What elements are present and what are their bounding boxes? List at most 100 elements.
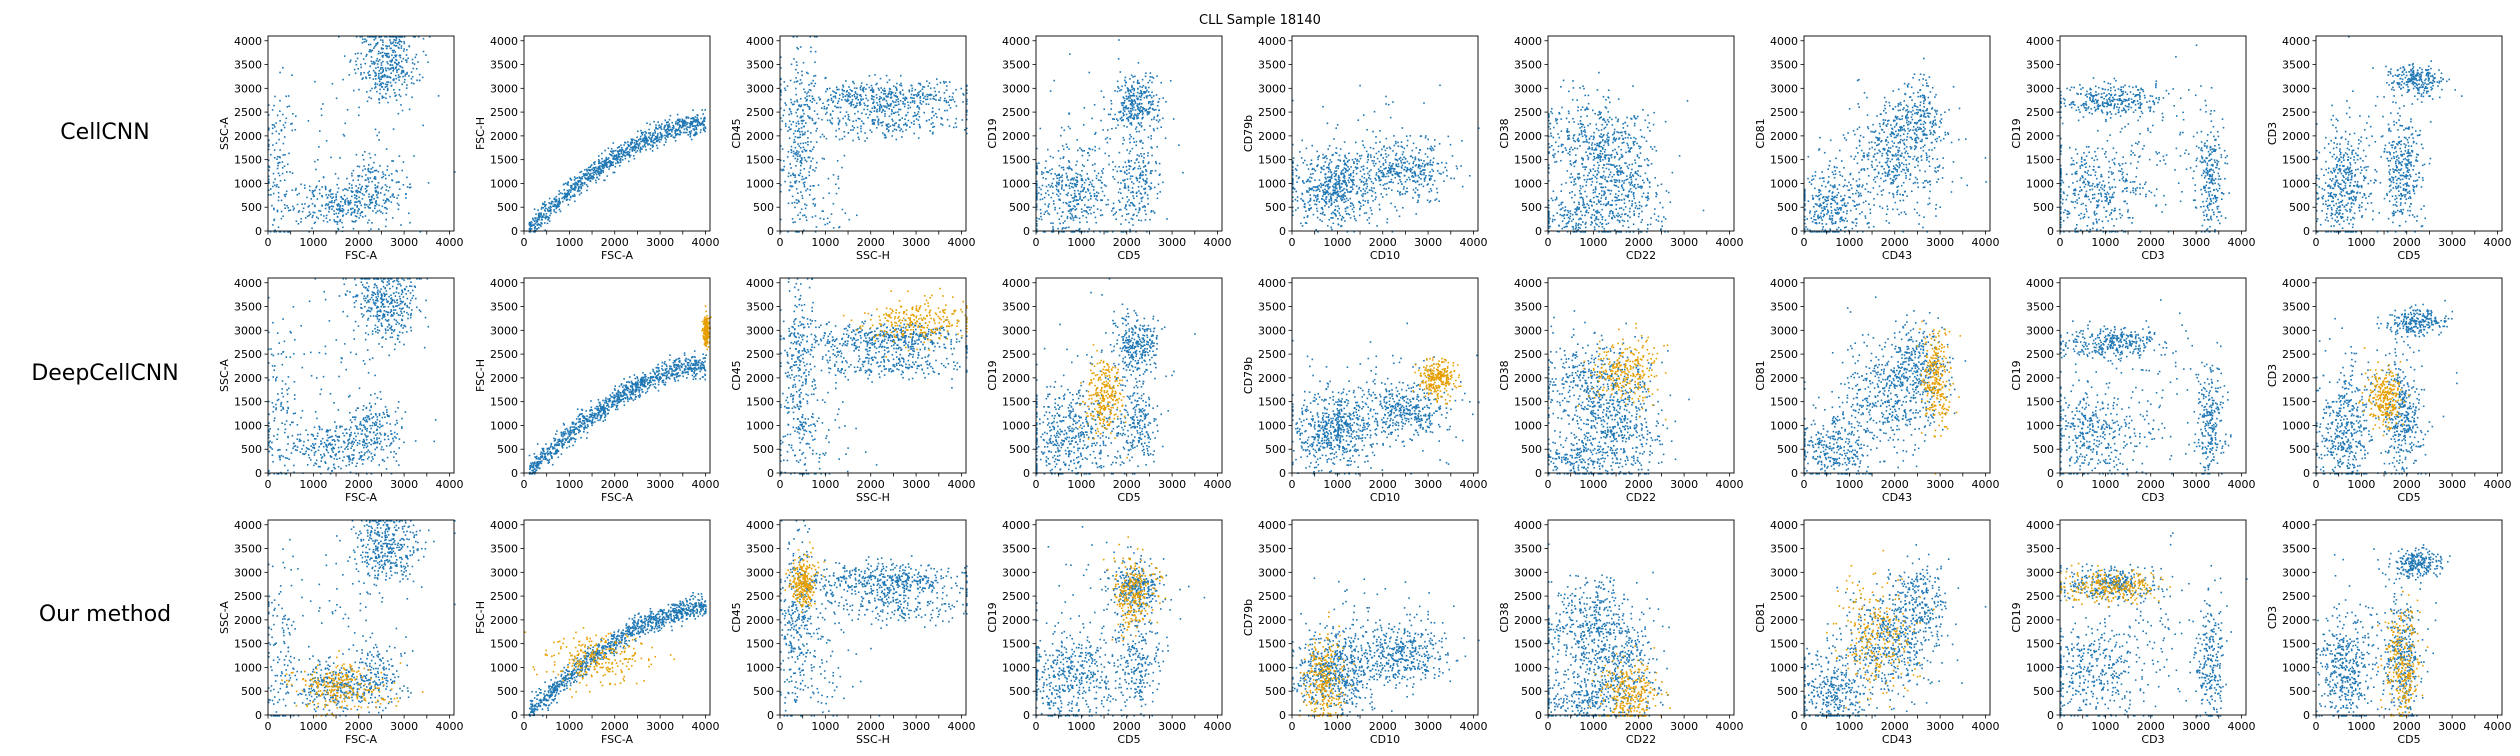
data-point bbox=[1365, 187, 1368, 190]
data-point bbox=[1075, 176, 1078, 178]
data-point bbox=[378, 139, 380, 141]
data-point bbox=[660, 128, 663, 130]
data-point bbox=[1138, 110, 1141, 113]
data-point bbox=[669, 128, 672, 131]
data-point bbox=[619, 149, 621, 151]
data-point bbox=[1345, 182, 1347, 184]
data-point bbox=[341, 221, 343, 224]
data-point bbox=[363, 165, 365, 167]
data-point bbox=[1330, 175, 1333, 178]
data-point bbox=[361, 211, 363, 213]
data-point bbox=[329, 219, 331, 221]
data-point bbox=[890, 103, 892, 105]
data-point bbox=[804, 104, 806, 106]
data-point bbox=[838, 138, 841, 141]
data-point bbox=[1424, 164, 1426, 167]
data-point bbox=[797, 120, 800, 123]
data-point bbox=[415, 53, 418, 56]
data-point bbox=[808, 95, 811, 97]
data-point bbox=[664, 119, 667, 122]
data-point bbox=[1365, 212, 1368, 214]
data-point bbox=[1058, 164, 1061, 167]
data-point bbox=[1132, 203, 1134, 205]
data-point bbox=[780, 90, 782, 92]
data-point bbox=[1040, 188, 1042, 191]
data-point bbox=[1362, 199, 1364, 202]
data-point bbox=[704, 126, 706, 128]
data-point bbox=[789, 181, 792, 184]
data-point bbox=[871, 118, 874, 121]
data-point bbox=[410, 82, 413, 84]
data-point bbox=[1066, 194, 1069, 197]
data-point bbox=[1131, 101, 1133, 104]
data-point bbox=[1328, 164, 1330, 166]
data-point bbox=[1137, 87, 1139, 90]
data-point bbox=[925, 98, 927, 101]
data-point bbox=[354, 197, 356, 199]
data-point bbox=[1058, 198, 1061, 201]
data-point bbox=[1350, 179, 1352, 181]
data-point bbox=[558, 205, 560, 207]
data-point bbox=[378, 131, 380, 134]
data-point bbox=[454, 171, 456, 173]
x-tick-label: 2000 bbox=[345, 236, 373, 249]
data-point bbox=[1128, 160, 1130, 163]
data-point bbox=[276, 114, 279, 117]
data-point bbox=[842, 96, 844, 98]
data-point bbox=[1050, 184, 1053, 187]
data-point bbox=[1431, 164, 1434, 166]
data-point bbox=[427, 61, 429, 63]
data-point bbox=[904, 103, 906, 105]
data-point bbox=[1130, 160, 1133, 162]
data-point bbox=[1308, 204, 1311, 206]
data-point bbox=[1322, 184, 1325, 187]
data-point bbox=[804, 149, 807, 152]
data-point bbox=[590, 177, 592, 180]
data-point bbox=[682, 124, 684, 127]
data-point bbox=[900, 128, 903, 130]
data-point bbox=[1036, 173, 1038, 175]
data-point bbox=[385, 218, 387, 221]
data-point bbox=[1379, 170, 1381, 172]
data-point bbox=[1119, 71, 1122, 73]
data-point bbox=[1320, 186, 1322, 189]
data-point bbox=[1402, 188, 1405, 190]
data-point bbox=[547, 216, 550, 219]
data-point bbox=[545, 215, 547, 217]
data-point bbox=[297, 223, 300, 225]
data-point bbox=[373, 36, 376, 38]
data-point bbox=[1355, 172, 1358, 175]
data-point bbox=[843, 154, 846, 157]
data-point bbox=[781, 169, 783, 172]
data-point bbox=[416, 79, 418, 82]
plot-frame bbox=[1035, 35, 1223, 232]
data-point bbox=[647, 140, 649, 142]
data-point bbox=[395, 77, 398, 80]
data-point bbox=[887, 123, 890, 125]
data-point bbox=[1052, 178, 1055, 180]
data-point bbox=[612, 150, 614, 152]
data-point bbox=[784, 102, 786, 104]
data-point bbox=[568, 189, 570, 191]
data-point bbox=[386, 165, 389, 168]
data-point bbox=[1326, 157, 1328, 160]
data-point bbox=[371, 222, 373, 224]
data-point bbox=[344, 200, 346, 202]
data-point bbox=[835, 86, 838, 88]
data-point bbox=[367, 205, 369, 208]
data-point bbox=[841, 138, 844, 140]
data-point bbox=[629, 143, 632, 145]
data-point bbox=[1331, 203, 1333, 205]
data-point bbox=[382, 60, 384, 63]
data-point bbox=[536, 219, 538, 222]
data-point bbox=[1068, 210, 1071, 212]
data-point bbox=[849, 93, 851, 95]
data-point bbox=[694, 119, 696, 121]
data-point bbox=[1083, 231, 1086, 233]
data-point bbox=[1342, 172, 1345, 175]
data-point bbox=[406, 71, 408, 74]
data-point bbox=[876, 108, 878, 111]
data-point bbox=[400, 40, 403, 43]
data-point bbox=[365, 77, 368, 79]
data-point bbox=[866, 83, 868, 86]
